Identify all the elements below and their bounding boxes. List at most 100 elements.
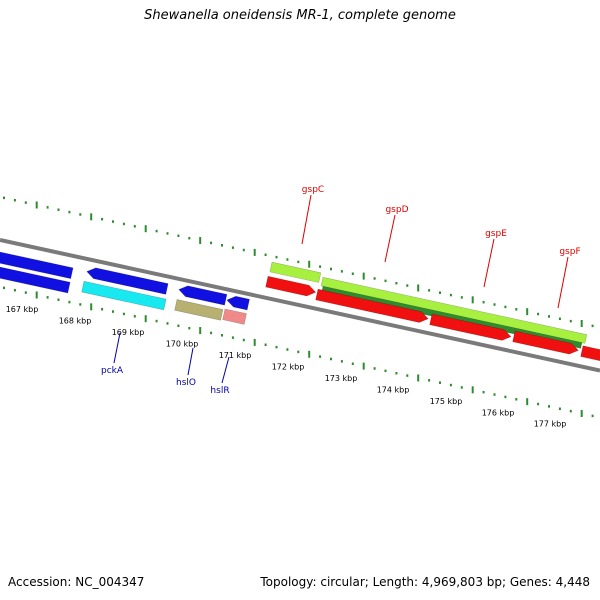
track-tick bbox=[155, 229, 158, 233]
gene-arrow-blue bbox=[0, 264, 71, 294]
track-tick bbox=[46, 206, 49, 209]
track-tick bbox=[548, 405, 550, 408]
track-tick bbox=[133, 315, 136, 318]
track-tick bbox=[264, 253, 267, 257]
track-tick bbox=[471, 386, 474, 394]
track-tick bbox=[177, 234, 180, 238]
track-tick bbox=[90, 303, 93, 311]
tick-label: 168 kbp bbox=[59, 316, 92, 325]
track-tick bbox=[351, 362, 354, 365]
track-tick bbox=[286, 348, 289, 351]
track-tick bbox=[471, 296, 474, 304]
track-tick bbox=[297, 350, 300, 354]
track-tick bbox=[155, 319, 158, 323]
track-tick bbox=[79, 303, 82, 306]
track-tick bbox=[24, 291, 27, 294]
gene-arrow-red bbox=[580, 345, 600, 364]
gene-label-gspD: gspD bbox=[385, 205, 408, 215]
track-tick bbox=[482, 390, 485, 394]
track-tick bbox=[188, 236, 191, 240]
track-tick bbox=[13, 198, 16, 202]
track-tick bbox=[57, 208, 60, 211]
tick-label: 175 kbp bbox=[430, 397, 463, 406]
track-tick bbox=[406, 284, 409, 287]
track-tick bbox=[428, 379, 431, 382]
track-tick bbox=[231, 336, 234, 339]
track-tick bbox=[166, 322, 169, 325]
track-tick bbox=[35, 291, 38, 299]
track-tick bbox=[13, 288, 16, 292]
track-tick bbox=[340, 360, 343, 363]
track-tick bbox=[493, 303, 496, 306]
tick-label: 176 kbp bbox=[482, 408, 515, 417]
track-tick bbox=[384, 369, 387, 373]
track-tick bbox=[330, 267, 332, 271]
gene-label-gspC: gspC bbox=[302, 185, 324, 195]
track-tick bbox=[482, 300, 485, 304]
track-tick bbox=[188, 326, 191, 330]
leader-line bbox=[221, 356, 230, 384]
track-tick bbox=[319, 355, 322, 358]
tick-label: 177 kbp bbox=[534, 420, 567, 429]
track-tick bbox=[504, 395, 507, 399]
gene-arrow-blue bbox=[226, 295, 250, 311]
track-tick bbox=[166, 232, 169, 235]
track-tick bbox=[221, 334, 223, 337]
track-tick bbox=[526, 308, 529, 316]
track-tick bbox=[144, 225, 147, 233]
track-tick bbox=[57, 298, 60, 301]
track-tick bbox=[340, 270, 343, 273]
track-tick bbox=[384, 279, 387, 283]
track-tick bbox=[362, 272, 365, 280]
track-tick bbox=[275, 255, 278, 259]
track-tick bbox=[90, 213, 93, 221]
track-tick bbox=[515, 308, 518, 311]
gene-arrow-blue bbox=[0, 249, 74, 279]
backbone-line bbox=[0, 238, 600, 373]
tick-label: 172 kbp bbox=[272, 363, 305, 372]
leader-line bbox=[301, 194, 312, 245]
gene-label-hslR: hslR bbox=[210, 386, 229, 396]
track-tick bbox=[253, 248, 256, 256]
tick-label: 173 kbp bbox=[325, 374, 358, 383]
gene-arrow-cyan bbox=[81, 280, 167, 311]
gene-arrow-red bbox=[429, 313, 512, 341]
gene-label-gspF: gspF bbox=[559, 247, 580, 257]
track-tick bbox=[199, 327, 202, 335]
track-tick bbox=[177, 324, 180, 328]
gene-arrow-pink bbox=[222, 308, 247, 325]
track-tick bbox=[591, 324, 594, 328]
track-tick bbox=[112, 310, 114, 313]
track-tick bbox=[351, 272, 354, 275]
track-tick bbox=[460, 296, 463, 299]
track-tick bbox=[144, 315, 147, 323]
track-tick bbox=[515, 398, 518, 401]
track-tick bbox=[417, 374, 420, 382]
track-tick bbox=[439, 291, 441, 294]
track-tick bbox=[406, 374, 409, 377]
track-tick bbox=[35, 201, 38, 209]
tick-label: 167 kbp bbox=[6, 305, 39, 314]
track-tick bbox=[569, 409, 572, 413]
track-tick bbox=[439, 381, 441, 384]
leader-line bbox=[113, 332, 121, 364]
gene-arrow-red bbox=[315, 288, 429, 323]
track-tick bbox=[449, 293, 452, 297]
track-tick bbox=[558, 407, 561, 411]
track-tick bbox=[79, 213, 82, 216]
track-tick bbox=[210, 331, 213, 335]
leader-line bbox=[187, 347, 194, 376]
leader-line bbox=[557, 256, 569, 309]
track-tick bbox=[101, 217, 104, 221]
track-tick bbox=[297, 260, 300, 264]
track-tick bbox=[242, 338, 245, 342]
track-tick bbox=[373, 277, 376, 280]
track-tick bbox=[286, 258, 289, 261]
track-tick bbox=[308, 350, 311, 358]
leader-line bbox=[483, 238, 495, 288]
track-tick bbox=[330, 357, 332, 361]
tick-label: 170 kbp bbox=[166, 340, 199, 349]
track-tick bbox=[558, 317, 561, 321]
gene-arrow-lime bbox=[269, 261, 322, 283]
